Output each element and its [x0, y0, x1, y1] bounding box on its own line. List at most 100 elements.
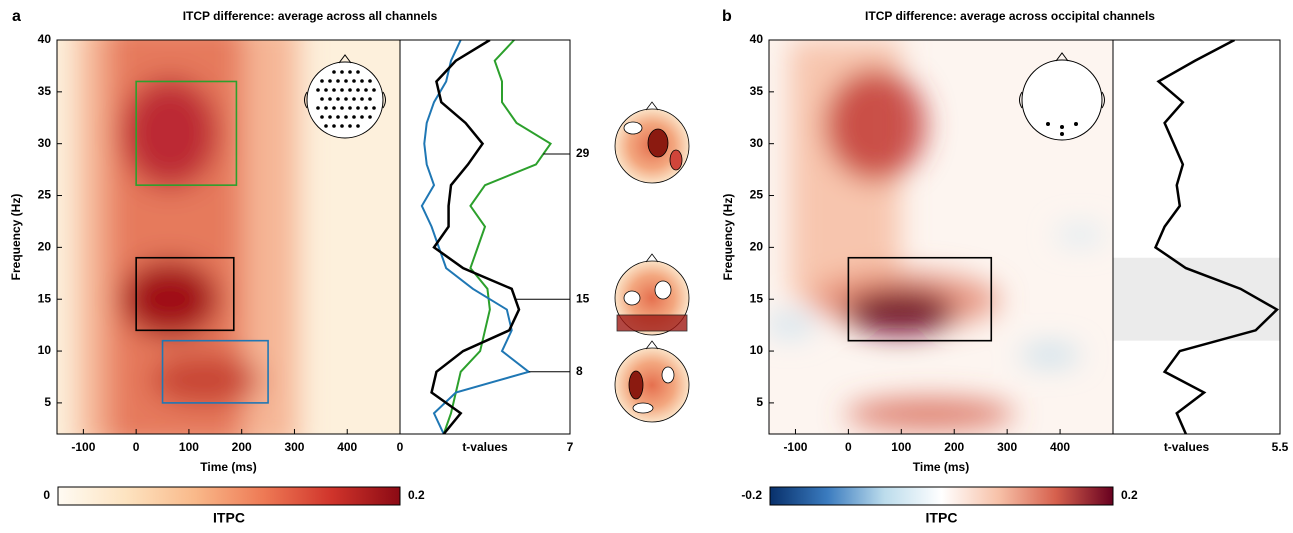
electrode-dot [360, 79, 364, 83]
electrode-dot [368, 79, 372, 83]
profile-frame [1112, 39, 1281, 435]
y-tick-label: 30 [38, 136, 52, 150]
electrode-dot [356, 88, 360, 92]
electrode-dot [320, 97, 324, 101]
highlight-band [1113, 257, 1280, 341]
electrode-dot [340, 124, 344, 128]
electrode-dot [352, 115, 356, 119]
colorbar-tick-label: 0 [43, 488, 50, 502]
electrode-dot [328, 79, 332, 83]
colorbar-tick-label: 0.2 [408, 488, 425, 502]
x-tick-label: 0 [397, 440, 404, 454]
x-tick-label: 100 [179, 440, 199, 454]
electrode-dot [348, 124, 352, 128]
electrode-dot [368, 115, 372, 119]
x-tick-label: 200 [944, 440, 964, 454]
x-tick-label: 0 [845, 440, 852, 454]
region-box [161, 339, 269, 404]
colorbar-tick-label: -0.2 [741, 488, 762, 502]
y-tick-label: 40 [38, 32, 52, 46]
y-tick-label: 15 [38, 291, 52, 305]
x-tick-label: 7 [567, 440, 574, 454]
electrode-dot [356, 70, 360, 74]
electrode-dot [324, 88, 328, 92]
electrode-dots [1046, 122, 1078, 136]
electrode-dot [328, 97, 332, 101]
colorbar [57, 486, 401, 506]
x-axis-label: Time (ms) [200, 460, 256, 474]
electrode-dot [340, 88, 344, 92]
y-tick-label: 10 [750, 343, 764, 357]
colorbar-label: ITPC [213, 510, 245, 526]
electrode-dot [332, 88, 336, 92]
electrode-dot [332, 124, 336, 128]
colorbar [769, 486, 1114, 506]
region-box [135, 80, 238, 186]
electrode-dot [352, 97, 356, 101]
x-axis-label: t-values [462, 440, 508, 454]
electrode-dot [356, 106, 360, 110]
electrode-dot [360, 115, 364, 119]
x-tick-label: 5.5 [1272, 440, 1289, 454]
y-tick-label: 35 [750, 84, 764, 98]
x-axis-label: t-values [1164, 440, 1210, 454]
y-tick-label: 35 [38, 84, 52, 98]
y-tick-label: 5 [44, 395, 51, 409]
x-tick-label: 0 [133, 440, 140, 454]
electrode-dot [336, 79, 340, 83]
electrode-dot [356, 124, 360, 128]
y-tick-label: 20 [38, 240, 52, 254]
x-tick-label: 100 [891, 440, 911, 454]
electrode-dot [340, 70, 344, 74]
electrode-dot [372, 106, 376, 110]
profile-line [430, 40, 521, 434]
colorbar-label: ITPC [926, 510, 958, 526]
y-axis-label: Frequency (Hz) [9, 194, 23, 281]
electrode-dot [348, 70, 352, 74]
topomap [614, 101, 690, 423]
x-tick-label: 400 [337, 440, 357, 454]
annotation-label: 8 [576, 364, 583, 378]
electrode-dot [332, 106, 336, 110]
annotation-label: 15 [576, 291, 590, 305]
electrode-dot [344, 97, 348, 101]
electrode-dot [324, 106, 328, 110]
electrode-dot [316, 106, 320, 110]
colorbar-tick-label: 0.2 [1121, 488, 1138, 502]
profile-line [442, 40, 553, 434]
electrode-dot [324, 124, 328, 128]
electrode-dot [360, 97, 364, 101]
electrode-dot [336, 97, 340, 101]
panel-label: a [12, 8, 21, 25]
y-tick-label: 15 [750, 291, 764, 305]
y-tick-label: 10 [38, 343, 52, 357]
electrode-dot [352, 79, 356, 83]
electrode-dot [316, 88, 320, 92]
y-tick-label: 25 [38, 188, 52, 202]
electrode-dot [372, 88, 376, 92]
electrode-dot [368, 97, 372, 101]
electrode-dot [336, 115, 340, 119]
chart-title: ITCP difference: average across all chan… [183, 9, 438, 23]
electrode-dot [320, 115, 324, 119]
profile-line [1153, 40, 1280, 434]
electrode-dot [344, 79, 348, 83]
y-tick-label: 5 [756, 395, 763, 409]
head-icon [304, 52, 1105, 141]
electrode-dot [328, 115, 332, 119]
region-box [847, 256, 993, 342]
x-tick-label: 400 [1050, 440, 1070, 454]
panel-label: b [722, 8, 732, 25]
electrode-dot [348, 106, 352, 110]
x-tick-label: 300 [997, 440, 1017, 454]
x-tick-label: -100 [71, 440, 95, 454]
electrode-dot [364, 88, 368, 92]
electrode-dot [340, 106, 344, 110]
x-tick-label: -100 [783, 440, 807, 454]
electrode-dot [348, 88, 352, 92]
electrode-dot [332, 70, 336, 74]
x-tick-label: 200 [232, 440, 252, 454]
y-tick-label: 25 [750, 188, 764, 202]
y-tick-label: 30 [750, 136, 764, 150]
